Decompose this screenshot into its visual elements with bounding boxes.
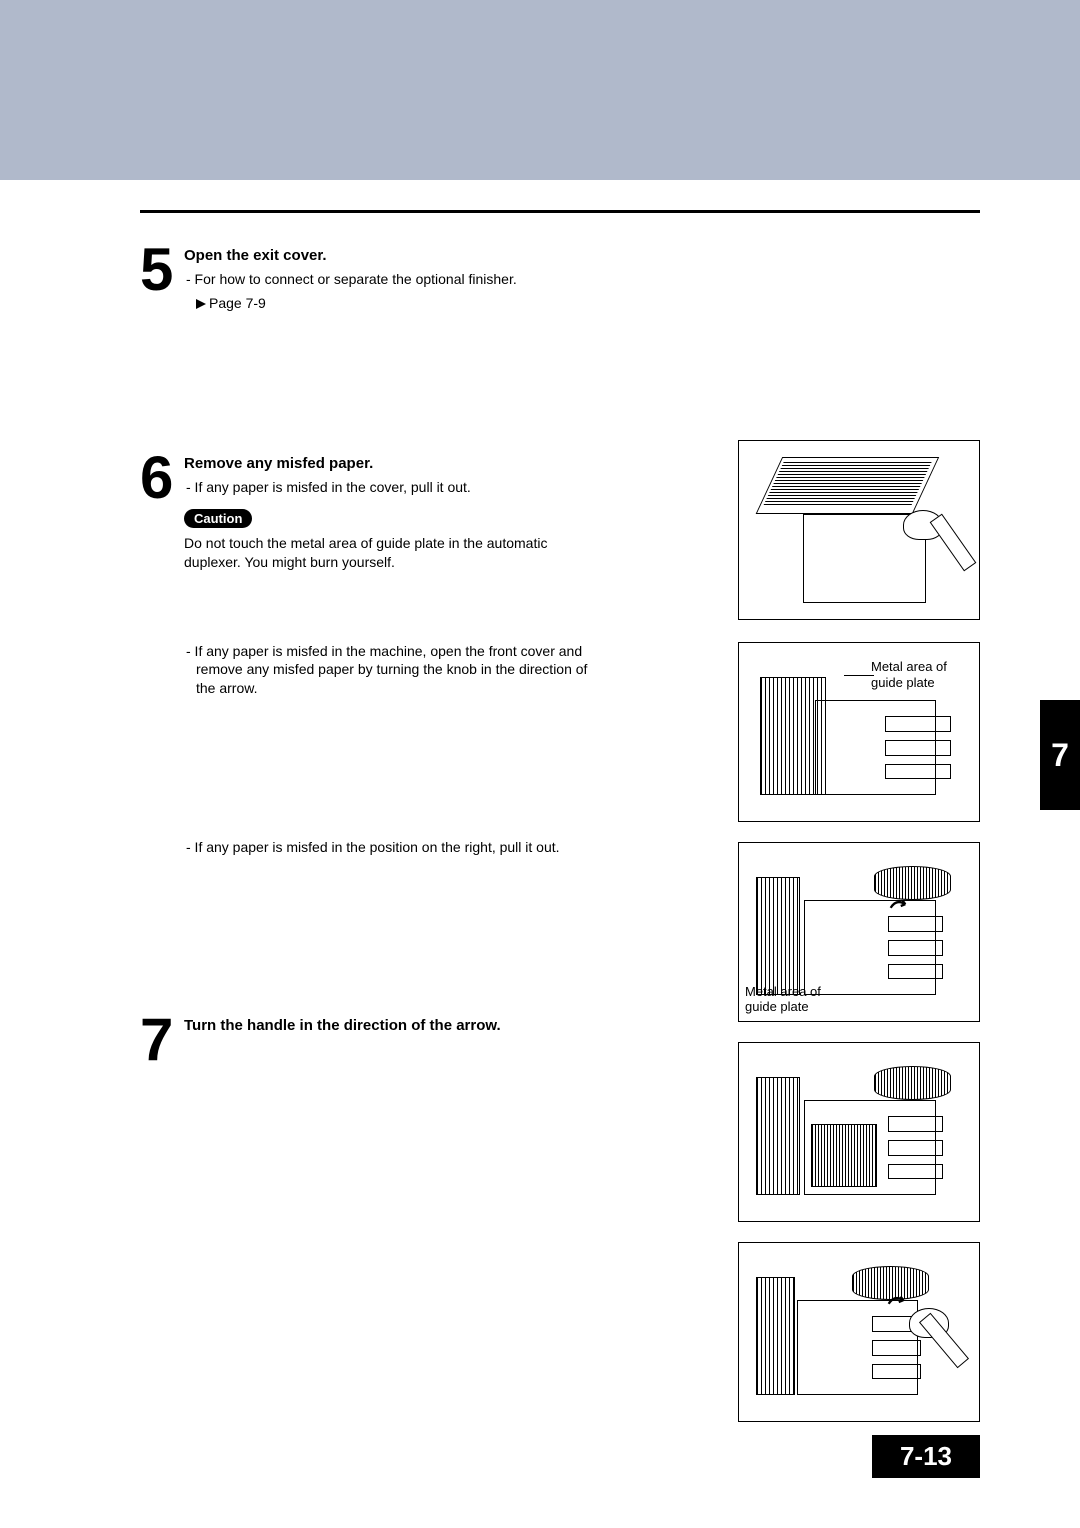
step-title: Remove any misfed paper. — [184, 455, 594, 472]
header-band — [0, 0, 1080, 180]
callout-metal-area: Metal area of guide plate — [871, 659, 961, 690]
step-title: Turn the handle in the direction of the … — [184, 1017, 594, 1034]
callout-metal-area: Metal area of guide plate — [745, 984, 835, 1015]
step-bullet: - If any paper is misfed in the machine,… — [184, 642, 594, 699]
arrow-icon — [196, 299, 206, 309]
step-bullet: - If any paper is misfed in the cover, p… — [184, 478, 594, 497]
illustration-guide-plate-cover: Metal area of guide plate — [738, 642, 980, 822]
step-5: 5 Open the exit cover. - For how to conn… — [140, 243, 980, 311]
horizontal-rule — [140, 210, 980, 213]
illustration-front-cover-knob: Metal area of guide plate — [738, 842, 980, 1022]
page-reference: Page 7-9 — [196, 295, 594, 311]
page-ref-text: Page 7-9 — [209, 295, 266, 311]
caution-badge: Caution — [184, 509, 252, 528]
page-number: 7-13 — [872, 1435, 980, 1478]
chapter-tab: 7 — [1040, 700, 1080, 810]
step-title: Open the exit cover. — [184, 247, 594, 264]
caution-text: Do not touch the metal area of guide pla… — [184, 534, 584, 572]
step-number: 7 — [140, 1013, 184, 1067]
step-bullet: - If any paper is misfed in the position… — [184, 838, 594, 857]
step-bullet: - For how to connect or separate the opt… — [184, 270, 594, 289]
illustration-turn-handle — [738, 1242, 980, 1422]
illustration-pull-paper-right — [738, 1042, 980, 1222]
illustration-open-exit-cover — [738, 440, 980, 620]
step-number: 5 — [140, 243, 184, 311]
step-number: 6 — [140, 451, 184, 863]
